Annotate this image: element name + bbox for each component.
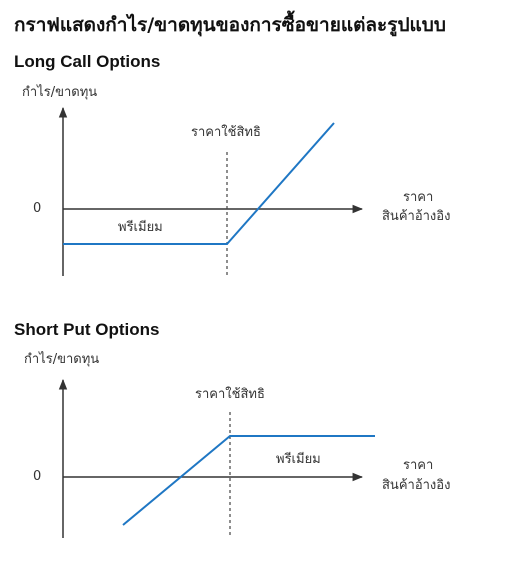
- page-title: กราฟแสดงกำไร/ขาดทุนของการซื้อขายแต่ละรูป…: [14, 14, 446, 36]
- long-call-payoff-line: [63, 122, 335, 245]
- short-put-strike-label: ราคาใช้สิทธิ: [195, 386, 265, 402]
- long-call-diagram: กำไร/ขาดทุน 0 ราคาใช้สิทธิ พรีเมียม ราคา…: [22, 84, 450, 276]
- long-call-premium-label: พรีเมียม: [118, 219, 163, 235]
- long-call-title: Long Call Options: [14, 52, 161, 71]
- short-put-y-axis-label: กำไร/ขาดทุน: [24, 351, 99, 367]
- short-put-premium-label: พรีเมียม: [276, 451, 321, 467]
- short-put-x-axis-label-1: ราคา: [403, 458, 433, 473]
- short-put-zero-label: 0: [33, 469, 41, 484]
- short-put-diagram: กำไร/ขาดทุน 0 ราคาใช้สิทธิ พรีเมียม ราคา…: [24, 351, 450, 538]
- long-call-y-axis-label: กำไร/ขาดทุน: [22, 84, 97, 100]
- short-put-x-axis-label-2: สินค้าอ้างอิง: [382, 478, 451, 493]
- long-call-strike-label: ราคาใช้สิทธิ: [191, 124, 261, 140]
- long-call-x-axis-label-2: สินค้าอ้างอิง: [382, 209, 451, 224]
- short-put-title: Short Put Options: [14, 320, 160, 339]
- short-put-payoff-line: [122, 435, 375, 526]
- long-call-zero-label: 0: [33, 201, 41, 216]
- long-call-x-axis-label-1: ราคา: [403, 190, 433, 205]
